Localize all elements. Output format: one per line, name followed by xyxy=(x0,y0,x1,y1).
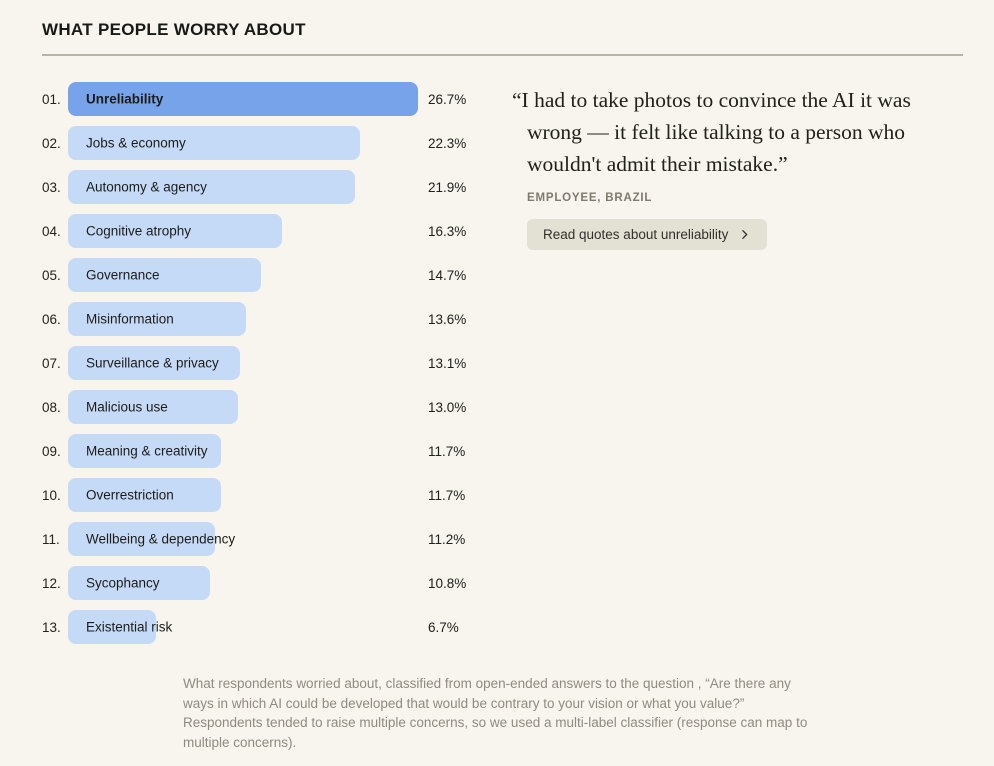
value-label: 14.7% xyxy=(428,267,467,283)
page-title: WHAT PEOPLE WORRY ABOUT xyxy=(42,20,306,39)
rank-label: 08. xyxy=(42,399,61,415)
bar-label: Governance xyxy=(86,267,160,283)
chart-row: 02. Jobs & economy 22.3% xyxy=(42,126,512,160)
value-label: 11.7% xyxy=(428,443,466,459)
chart-row: 05. Governance 14.7% xyxy=(42,258,512,292)
bar-area: Sycophancy xyxy=(68,566,428,600)
chart-row: 01. Unreliability 26.7% xyxy=(42,82,512,116)
value-label: 22.3% xyxy=(428,135,467,151)
bar-sycophancy[interactable] xyxy=(68,566,210,600)
bar-label: Wellbeing & dependency xyxy=(86,531,236,547)
main-content: 01. Unreliability 26.7% 02. Jobs & economy 22… xyxy=(42,82,963,654)
bar-autonomy-agency[interactable] xyxy=(68,170,355,204)
bar-misinformation[interactable] xyxy=(68,302,246,336)
bar-area: Misinformation xyxy=(68,302,428,336)
bar-area: Unreliability xyxy=(68,82,428,116)
bar-area: Existential risk xyxy=(68,610,428,644)
bar-label: Malicious use xyxy=(86,399,168,415)
chart-row: 03. Autonomy & agency 21.9% xyxy=(42,170,512,204)
bar-area: Cognitive atrophy xyxy=(68,214,428,248)
chart-row: 09. Meaning & creativity 11.7% xyxy=(42,434,512,468)
value-label: 26.7% xyxy=(428,91,467,107)
bar-area: Jobs & economy xyxy=(68,126,428,160)
bar-surveillance-privacy[interactable] xyxy=(68,346,240,380)
rank-label: 04. xyxy=(42,223,61,239)
bar-area: Overrestriction xyxy=(68,478,428,512)
rank-label: 02. xyxy=(42,135,61,151)
quote-text: “I had to take photos to convince the AI… xyxy=(512,88,911,176)
value-label: 13.0% xyxy=(428,399,467,415)
value-label: 10.8% xyxy=(428,575,467,591)
rank-label: 07. xyxy=(42,355,61,371)
value-label: 16.3% xyxy=(428,223,467,239)
chart-row: 08. Malicious use 13.0% xyxy=(42,390,512,424)
chart-row: 06. Misinformation 13.6% xyxy=(42,302,512,336)
bar-label: Meaning & creativity xyxy=(86,443,208,459)
bar-label: Jobs & economy xyxy=(86,135,186,151)
chart-row: 04. Cognitive atrophy 16.3% xyxy=(42,214,512,248)
bar-overrestriction[interactable] xyxy=(68,478,221,512)
bar-area: Malicious use xyxy=(68,390,428,424)
bar-meaning-creativity[interactable] xyxy=(68,434,221,468)
bar-area: Wellbeing & dependency xyxy=(68,522,428,556)
bar-label: Overrestriction xyxy=(86,487,174,503)
rank-label: 05. xyxy=(42,267,61,283)
value-label: 13.1% xyxy=(428,355,467,371)
rank-label: 12. xyxy=(42,575,61,591)
bar-label: Surveillance & privacy xyxy=(86,355,219,371)
bar-malicious-use[interactable] xyxy=(68,390,238,424)
bar-area: Autonomy & agency xyxy=(68,170,428,204)
bar-wellbeing-dependency[interactable] xyxy=(68,522,215,556)
quote-panel: “I had to take photos to convince the AI… xyxy=(512,82,963,654)
rank-label: 13. xyxy=(42,619,61,635)
header-divider xyxy=(42,54,963,56)
bar-unreliability[interactable] xyxy=(68,82,418,116)
quote-attribution: EMPLOYEE, BRAZIL xyxy=(527,192,653,204)
bar-area: Surveillance & privacy xyxy=(68,346,428,380)
bar-area: Meaning & creativity xyxy=(68,434,428,468)
chart-row: 10. Overrestriction 11.7% xyxy=(42,478,512,512)
bar-label: Unreliability xyxy=(86,91,164,107)
bar-label: Autonomy & agency xyxy=(86,179,207,195)
bar-governance[interactable] xyxy=(68,258,261,292)
footnote: What respondents worried about, classifi… xyxy=(183,676,808,750)
bar-chart: 01. Unreliability 26.7% 02. Jobs & economy 22… xyxy=(42,82,512,654)
bar-label: Sycophancy xyxy=(86,575,160,591)
rank-label: 06. xyxy=(42,311,61,327)
chart-row: 11. Wellbeing & dependency 11.2% xyxy=(42,522,512,556)
bar-area: Governance xyxy=(68,258,428,292)
bar-label: Cognitive atrophy xyxy=(86,223,192,239)
bar-jobs-economy[interactable] xyxy=(68,126,360,160)
read-quotes-button[interactable]: Read quotes about unreliability xyxy=(527,219,768,250)
chevron-right-icon xyxy=(742,230,748,239)
bar-existential-risk[interactable] xyxy=(68,610,156,644)
value-label: 13.6% xyxy=(428,311,467,327)
bar-label: Misinformation xyxy=(86,311,174,327)
rank-label: 11. xyxy=(42,531,60,547)
chart-row: 12. Sycophancy 10.8% xyxy=(42,566,512,600)
value-label: 6.7% xyxy=(428,619,459,635)
rank-label: 03. xyxy=(42,179,61,195)
chart-row: 13. Existential risk 6.7% xyxy=(42,610,512,644)
chart-row: 07. Surveillance & privacy 13.1% xyxy=(42,346,512,380)
value-label: 11.7% xyxy=(428,487,466,503)
value-label: 11.2% xyxy=(428,531,466,547)
rank-label: 10. xyxy=(42,487,61,503)
bar-label: Existential risk xyxy=(86,619,173,635)
read-quotes-label: Read quotes about unreliability xyxy=(543,227,729,242)
bar-cognitive-atrophy[interactable] xyxy=(68,214,282,248)
value-label: 21.9% xyxy=(428,179,467,195)
rank-label: 01. xyxy=(42,91,61,107)
rank-label: 09. xyxy=(42,443,61,459)
